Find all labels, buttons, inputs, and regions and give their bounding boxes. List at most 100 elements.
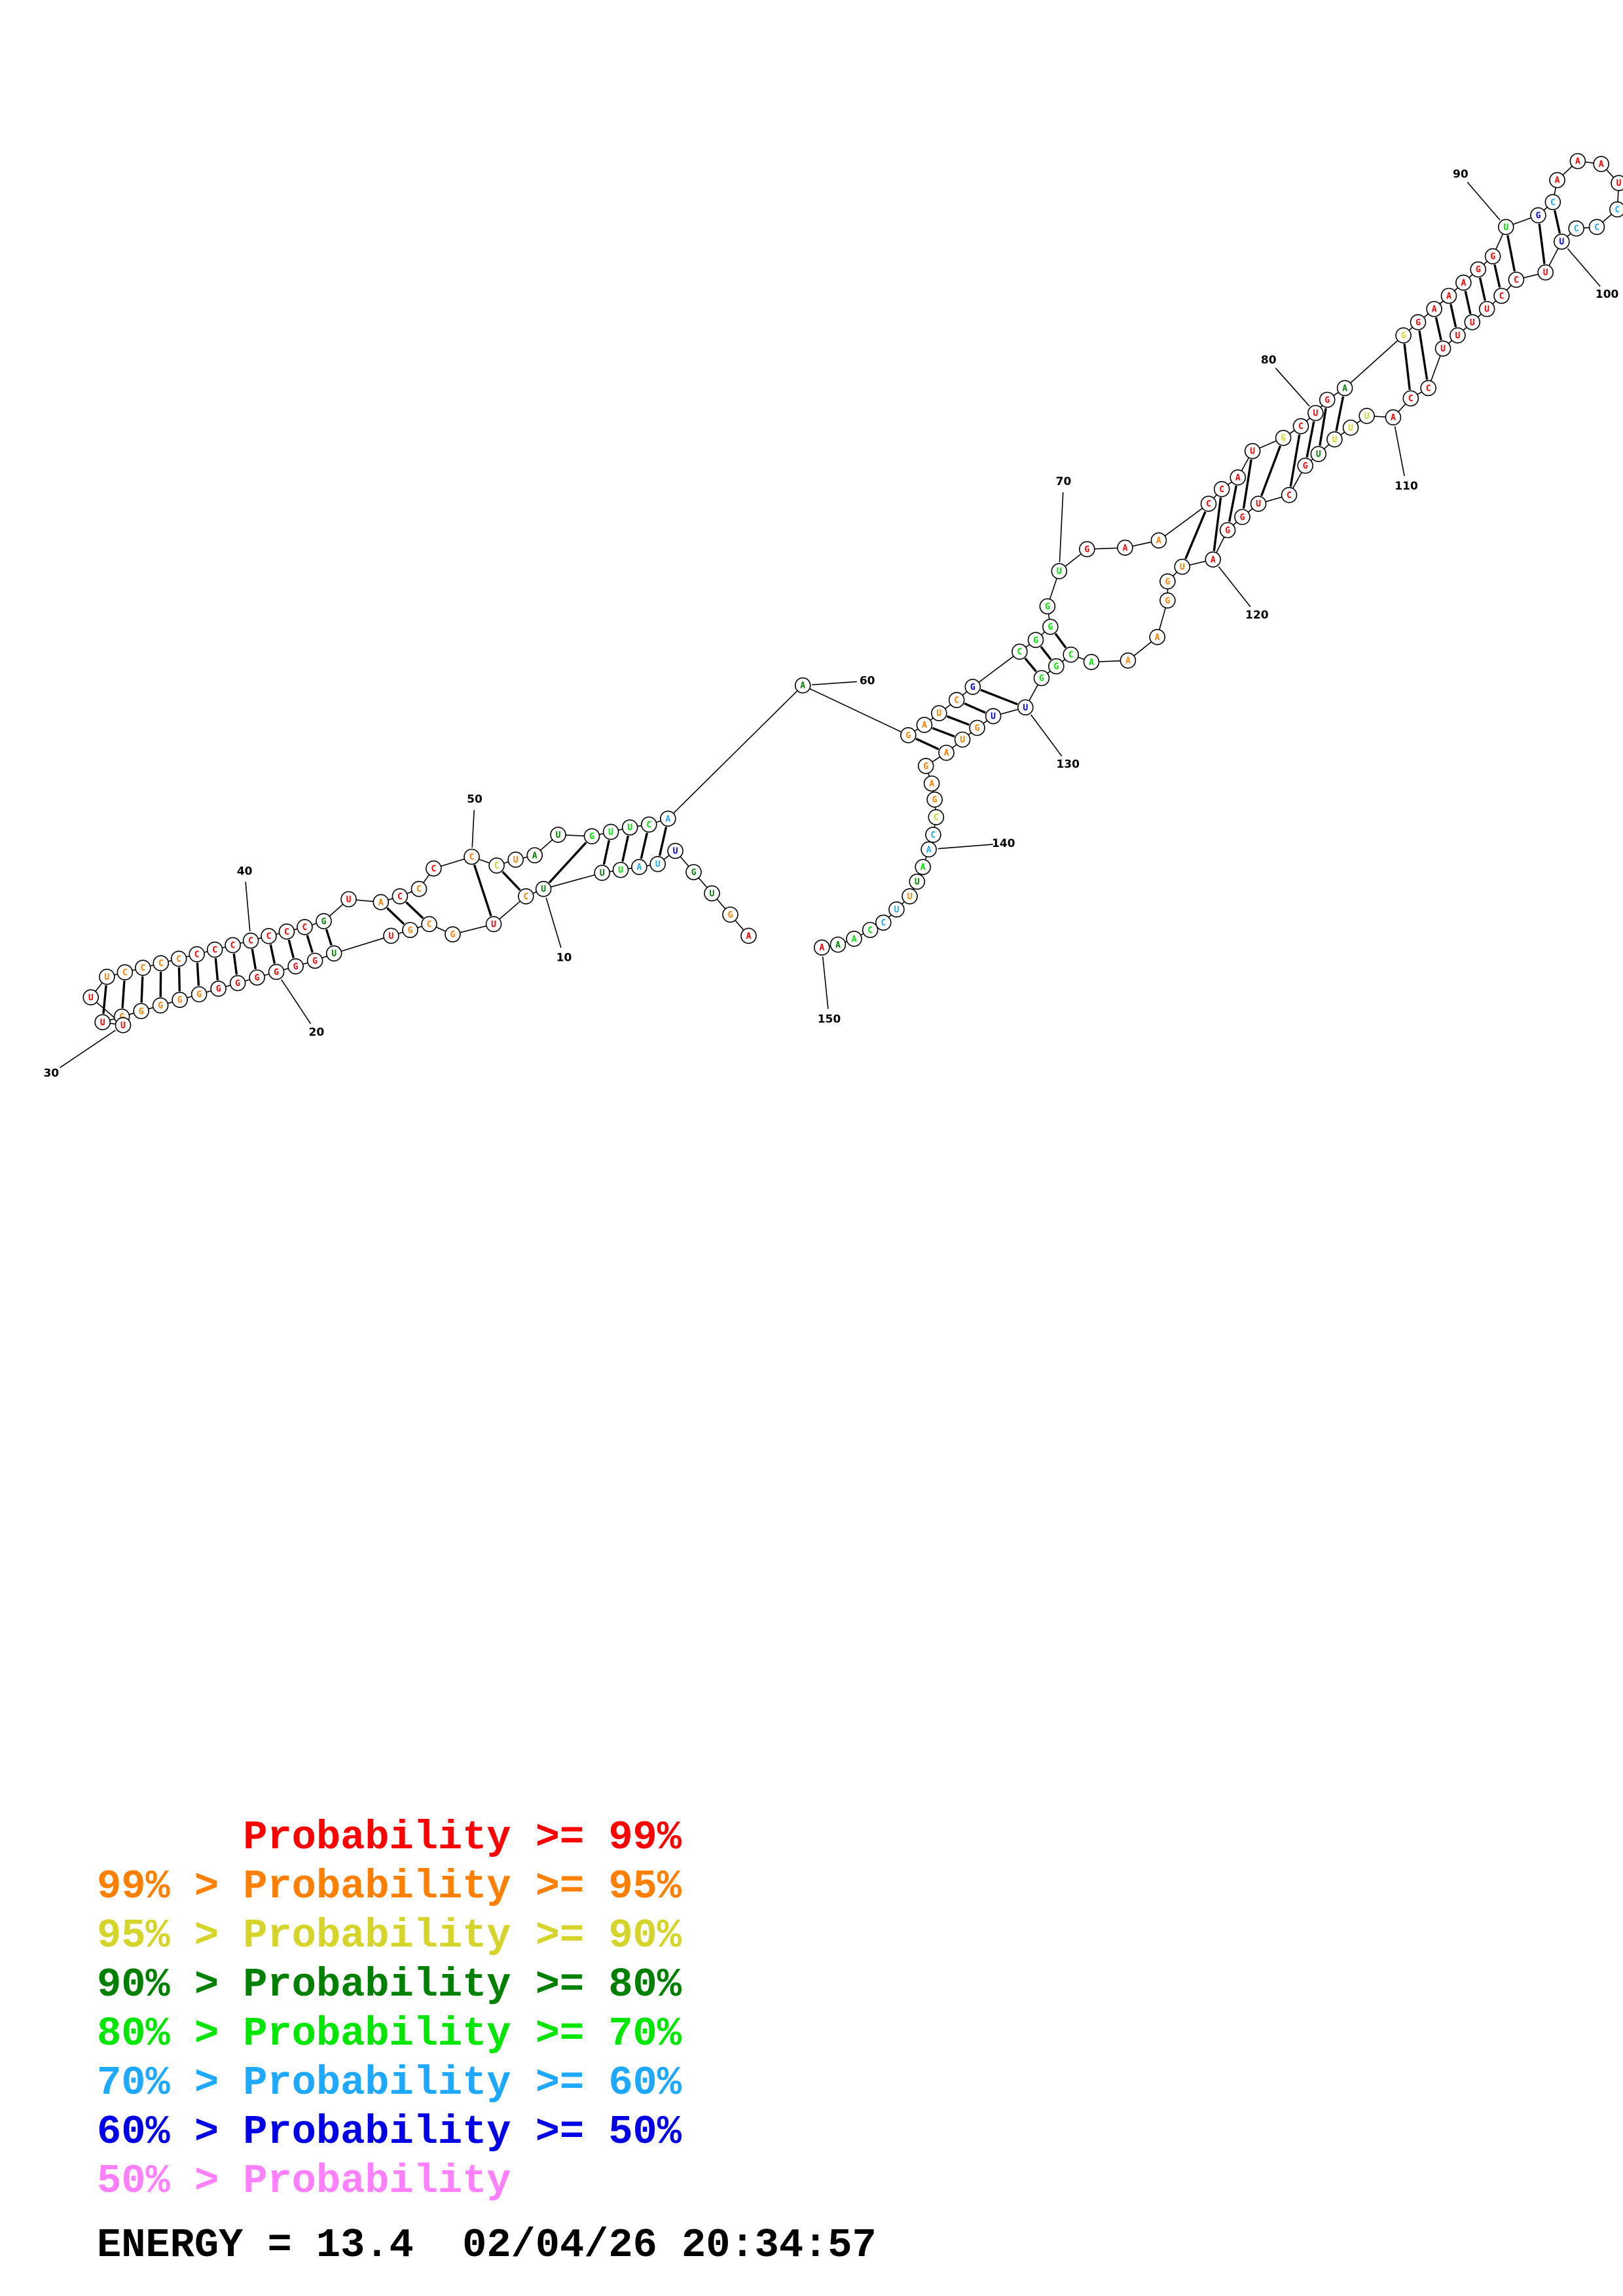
nucleotide-letter: U	[655, 860, 661, 870]
nucleotide-circle	[1205, 551, 1222, 568]
nucleotide-letter: U	[894, 905, 899, 915]
nucleotide-circle	[931, 705, 947, 722]
base-pair-bond	[1506, 235, 1516, 272]
position-label: 10	[556, 951, 572, 964]
nucleotide-circle	[1159, 592, 1176, 609]
nucleotide-circle	[938, 744, 955, 761]
base-pair-bond	[1493, 264, 1501, 288]
nucleotide-circle	[1083, 654, 1100, 670]
nucleotide-letter: A	[746, 931, 751, 941]
nucleotide-letter: U	[600, 869, 605, 878]
run-date: 02/04/26	[462, 2222, 657, 2269]
base-pair-bond	[1054, 633, 1067, 649]
nucleotide-letter: U	[513, 855, 519, 865]
nucleotide-circle	[306, 952, 323, 969]
nucleotide-circle	[242, 932, 259, 949]
nucleotide-letter: C	[1574, 224, 1579, 234]
nucleotide-letter: C	[1017, 647, 1022, 657]
legend-prefix: 80% >	[97, 2011, 244, 2057]
nucleotide-circle	[794, 677, 811, 694]
nucleotide-letter: G	[1415, 318, 1421, 328]
nucleotide-circle	[1464, 314, 1481, 331]
nucleotide-circle	[830, 936, 847, 953]
nucleotide-circle	[1395, 327, 1412, 344]
nucleotide-circle	[1219, 522, 1236, 539]
legend-row: 50% > Probability	[97, 2157, 682, 2206]
nucleotide-circle	[1230, 469, 1247, 486]
rna-secondary-structure-plot: AGUGUUAUUUCUGCGUUGGGGGGGGGGGUUUUCCCCCCCC…	[43, 152, 1623, 1080]
nucleotide-letter: C	[954, 696, 959, 706]
nucleotide-letter: G	[1401, 331, 1406, 341]
nucleotide-letter: U	[1057, 567, 1062, 577]
nucleotide-letter: C	[427, 920, 432, 929]
nucleotide-circle	[1359, 408, 1375, 424]
nucleotide-letter: U	[1256, 499, 1261, 509]
nucleotide-letter: U	[1023, 703, 1028, 713]
nucleotide-circle	[923, 775, 940, 792]
nucleotide-circle	[969, 719, 985, 736]
nucleotide-circle	[206, 941, 223, 958]
nucleotide-circle	[229, 975, 246, 992]
base-pair-bond	[1418, 330, 1429, 380]
nucleotide-letter: G	[1053, 662, 1059, 672]
nucleotide-letter: U	[936, 709, 941, 719]
probability-legend: Probability >= 99% 99% > Probability >= 9…	[97, 1813, 682, 2206]
nucleotide-letter: A	[835, 941, 841, 950]
legend-label: Probability	[243, 2158, 511, 2204]
nucleotide-letter: G	[1048, 622, 1053, 632]
nucleotide-letter: G	[408, 925, 413, 935]
nucleotide-letter: U	[1503, 223, 1508, 232]
nucleotide-circle	[602, 823, 619, 840]
nucleotide-circle	[1120, 652, 1137, 669]
nucleotide-circle	[594, 865, 610, 881]
nucleotide-circle	[1149, 629, 1166, 645]
nucleotide-circle	[373, 894, 390, 910]
nucleotide-circle	[926, 791, 943, 808]
nucleotide-circle	[1051, 563, 1068, 579]
nucleotide-circle	[900, 726, 917, 744]
nucleotide-circle	[340, 891, 357, 908]
position-tick	[545, 897, 562, 948]
nucleotide-letter: G	[450, 930, 456, 940]
base-pair-bond	[946, 715, 970, 726]
nucleotide-circle	[1292, 418, 1309, 435]
nucleotide-letter: G	[139, 1007, 144, 1016]
nucleotide-letter: C	[1499, 291, 1504, 301]
base-pair-bond	[1335, 396, 1345, 431]
nucleotide-letter: A	[1575, 157, 1580, 167]
nucleotide-circle	[325, 945, 342, 961]
nucleotide-circle	[402, 922, 418, 939]
nucleotide-circle	[948, 692, 965, 708]
nucleotide-circle	[722, 906, 739, 923]
nucleotide-circle	[1434, 340, 1451, 357]
legend-prefix: 90% >	[97, 1962, 244, 2008]
nucleotide-circle	[1568, 220, 1584, 237]
nucleotide-letter: G	[196, 990, 202, 1000]
legend-row: 95% > Probability >= 90%	[97, 1911, 682, 1960]
position-label: 60	[860, 674, 875, 687]
base-pairs	[102, 210, 1561, 1014]
nucleotide-letter: A	[921, 863, 926, 872]
nucleotide-circle	[612, 861, 629, 878]
nucleotide-letter: A	[1599, 160, 1604, 170]
nucleotide-circle	[846, 931, 862, 947]
nucleotide-circle	[488, 857, 505, 874]
nucleotide-letter: U	[991, 712, 996, 722]
nucleotide-letter: A	[1555, 176, 1560, 186]
base-pair-bond	[214, 958, 219, 980]
base-pair-bond	[621, 835, 630, 862]
nucleotide-circle	[526, 847, 543, 864]
legend-row: 90% > Probability >= 80%	[97, 1960, 682, 2009]
base-pair-bond	[102, 985, 107, 1014]
base-pair-bond	[1554, 210, 1561, 234]
position-tick	[1218, 566, 1251, 607]
nucleotide-letter: A	[378, 898, 384, 908]
nucleotide-letter: G	[1084, 545, 1089, 555]
base-pair-bond	[1228, 485, 1237, 522]
nucleotide-letter: G	[216, 984, 221, 994]
nucleotide-circle	[640, 816, 657, 833]
nucleotide-letter: U	[1250, 447, 1255, 457]
nucleotide-circle	[1593, 156, 1609, 172]
nucleotide-letter: U	[710, 889, 715, 899]
nucleotide-letter: U	[907, 892, 913, 902]
